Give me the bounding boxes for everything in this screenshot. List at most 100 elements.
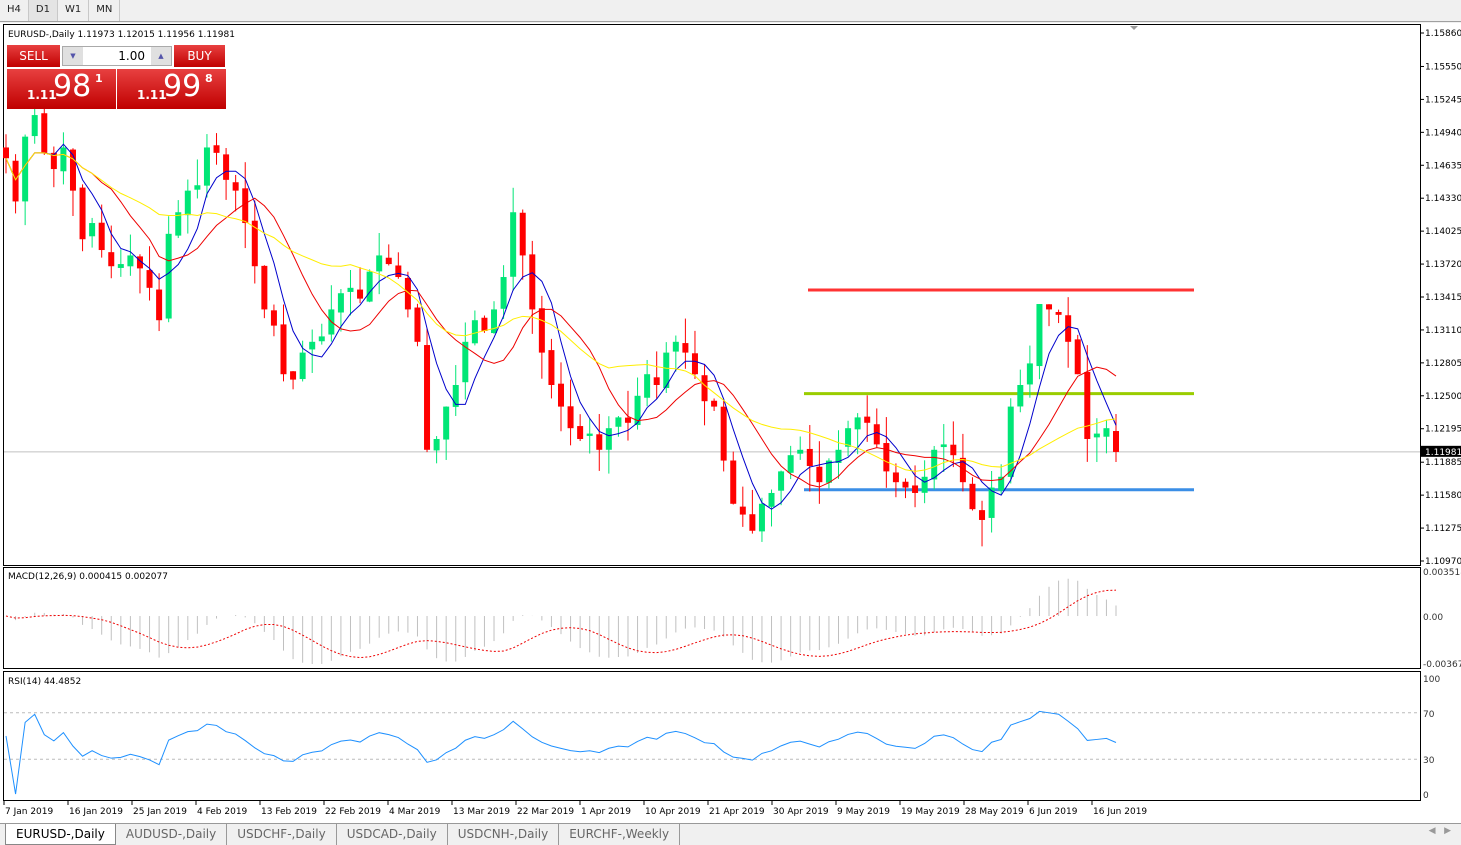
- buy-button[interactable]: BUY: [174, 45, 225, 67]
- ask-sup: 8: [205, 72, 213, 85]
- price-tick-label: 1.14330: [1425, 194, 1461, 204]
- candle-body: [835, 449, 842, 463]
- candle-body: [558, 383, 564, 407]
- candle-body: [672, 341, 679, 352]
- candle-body: [979, 510, 986, 520]
- candle-body: [806, 448, 813, 466]
- candle-body: [1065, 315, 1072, 342]
- chart-window[interactable]: EURUSD-,Daily 1.11973 1.12015 1.11956 1.…: [0, 23, 1461, 823]
- ask-price-button[interactable]: 1.11 99 8: [117, 69, 226, 109]
- candle-body: [988, 487, 995, 518]
- date-tick-label: 22 Feb 2019: [325, 807, 381, 817]
- candle-body: [816, 466, 823, 483]
- price-tick-label: 1.15550: [1425, 62, 1461, 72]
- date-tick-label: 4 Feb 2019: [197, 807, 248, 817]
- candle-body: [290, 371, 297, 380]
- candle-body: [758, 503, 765, 532]
- candle-body: [1074, 339, 1081, 375]
- candle-body: [491, 309, 498, 334]
- candle-body: [404, 277, 411, 310]
- candle-body: [184, 190, 191, 216]
- candle-body: [203, 147, 210, 186]
- candle-body: [433, 438, 440, 451]
- tab-scroll-arrows[interactable]: ◀ ▶: [1428, 826, 1451, 836]
- tab-audusd[interactable]: AUDUSD-,Daily: [116, 824, 228, 845]
- candle-body: [1036, 304, 1043, 367]
- candle-body: [108, 252, 115, 267]
- candle-body: [548, 350, 555, 385]
- ask-small: 1.11: [137, 88, 167, 102]
- tf-h4[interactable]: H4: [0, 0, 29, 21]
- one-click-trading-panel: SELL ▼ 1.00 ▲ BUY 1.11 98 1 1.11 99 8: [7, 45, 226, 109]
- tab-usdcnh[interactable]: USDCNH-,Daily: [448, 824, 560, 845]
- date-tick-label: 16 Jun 2019: [1093, 807, 1147, 817]
- tf-mn[interactable]: MN: [89, 0, 121, 21]
- candle-body: [251, 220, 258, 267]
- candle-body: [1103, 428, 1110, 437]
- candle-body: [1093, 433, 1100, 438]
- candle-body: [165, 233, 172, 319]
- ask-big: 99: [163, 69, 202, 104]
- lot-increase-icon[interactable]: ▲: [151, 47, 171, 65]
- candle-body: [797, 449, 804, 454]
- tab-usdchf[interactable]: USDCHF-,Daily: [227, 824, 337, 845]
- candle-body: [366, 271, 373, 302]
- candle-body: [998, 476, 1005, 491]
- tab-eurusd[interactable]: EURUSD-,Daily: [5, 824, 116, 845]
- chart-canvas[interactable]: EURUSD-,Daily 1.11973 1.12015 1.11956 1.…: [0, 23, 1461, 823]
- candle-body: [778, 471, 785, 491]
- candle-body: [156, 289, 163, 321]
- candle-body: [567, 406, 574, 429]
- bid-big: 98: [53, 69, 92, 104]
- candle-body: [768, 492, 775, 507]
- candle-body: [1084, 371, 1091, 439]
- price-tick-label: 1.10970: [1425, 557, 1461, 567]
- candle-body: [270, 310, 277, 326]
- lot-value[interactable]: 1.00: [118, 49, 145, 63]
- candle-body: [538, 308, 545, 353]
- candle-body: [586, 433, 593, 436]
- candle-body: [309, 341, 316, 350]
- candle-body: [31, 115, 38, 137]
- price-tick-label: 1.14635: [1425, 161, 1461, 171]
- candle-body: [424, 345, 431, 450]
- candle-body: [634, 395, 641, 426]
- price-tick-label: 1.15860: [1425, 29, 1461, 39]
- lot-decrease-icon[interactable]: ▼: [63, 47, 83, 65]
- candle-body: [605, 428, 612, 450]
- candle-body: [41, 113, 48, 153]
- rsi-axis-label: 0: [1423, 791, 1429, 801]
- candle-body: [347, 287, 354, 292]
- date-tick-label: 16 Jan 2019: [69, 807, 123, 817]
- tf-w1[interactable]: W1: [58, 0, 90, 21]
- candle-body: [720, 406, 727, 461]
- candle-body: [854, 417, 861, 430]
- bid-price-button[interactable]: 1.11 98 1: [7, 69, 116, 109]
- price-tick-label: 1.15245: [1425, 95, 1461, 105]
- candle-body: [462, 341, 469, 383]
- tab-usdcad[interactable]: USDCAD-,Daily: [337, 824, 448, 845]
- candle-body: [787, 455, 794, 473]
- candle-body: [519, 212, 526, 256]
- date-tick-label: 13 Mar 2019: [453, 807, 510, 817]
- chart-tabs: EURUSD-,Daily AUDUSD-,Daily USDCHF-,Dail…: [0, 823, 1461, 845]
- price-tick-label: 1.11580: [1425, 491, 1461, 501]
- candle-body: [825, 460, 832, 483]
- candle-body: [653, 377, 660, 385]
- candle-body: [950, 444, 957, 456]
- candle-body: [500, 277, 507, 309]
- tf-d1[interactable]: D1: [28, 0, 58, 21]
- date-tick-label: 28 May 2019: [965, 807, 1024, 817]
- sell-button[interactable]: SELL: [7, 45, 60, 67]
- date-tick-label: 1 Apr 2019: [581, 807, 631, 817]
- candle-body: [414, 307, 421, 342]
- candle-body: [682, 343, 689, 353]
- candle-body: [481, 317, 488, 332]
- candle-body: [299, 352, 306, 380]
- candle-body: [711, 400, 718, 407]
- moving-average-line: [5, 152, 1117, 488]
- rsi-line: [5, 710, 1117, 795]
- tab-eurchf[interactable]: EURCHF-,Weekly: [559, 824, 681, 845]
- lot-size-input[interactable]: ▼ 1.00 ▲: [62, 46, 172, 66]
- price-tick-label: 1.13110: [1425, 326, 1461, 336]
